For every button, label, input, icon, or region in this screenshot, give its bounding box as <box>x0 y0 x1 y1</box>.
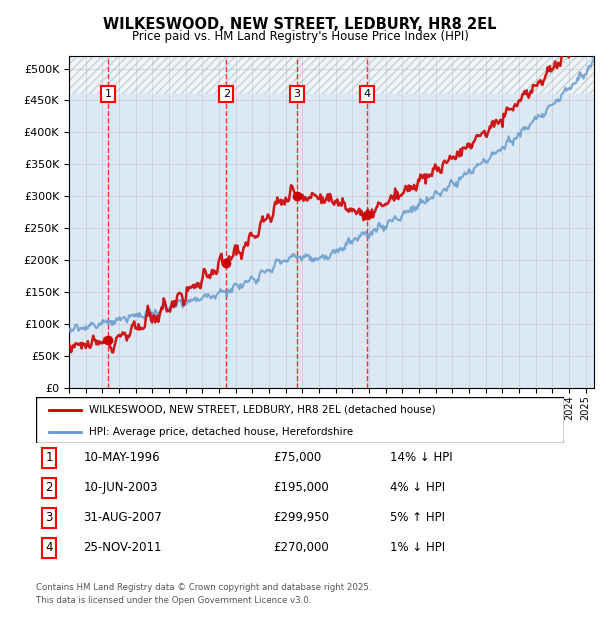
Text: £270,000: £270,000 <box>274 541 329 554</box>
Text: 2: 2 <box>223 89 230 99</box>
Bar <box>69 56 594 94</box>
Text: 4% ↓ HPI: 4% ↓ HPI <box>390 481 445 494</box>
Text: £75,000: £75,000 <box>274 451 322 464</box>
Text: 3: 3 <box>293 89 301 99</box>
Text: 10-JUN-2003: 10-JUN-2003 <box>83 481 158 494</box>
Text: 4: 4 <box>364 89 371 99</box>
Text: Price paid vs. HM Land Registry's House Price Index (HPI): Price paid vs. HM Land Registry's House … <box>131 30 469 43</box>
Text: 4: 4 <box>46 541 53 554</box>
Text: 1: 1 <box>105 89 112 99</box>
Text: 5% ↑ HPI: 5% ↑ HPI <box>390 512 445 525</box>
Text: 10-MAY-1996: 10-MAY-1996 <box>83 451 160 464</box>
Text: WILKESWOOD, NEW STREET, LEDBURY, HR8 2EL (detached house): WILKESWOOD, NEW STREET, LEDBURY, HR8 2EL… <box>89 405 436 415</box>
Text: This data is licensed under the Open Government Licence v3.0.: This data is licensed under the Open Gov… <box>36 596 311 606</box>
Text: 25-NOV-2011: 25-NOV-2011 <box>83 541 162 554</box>
Text: £195,000: £195,000 <box>274 481 329 494</box>
Text: 1: 1 <box>46 451 53 464</box>
Text: 3: 3 <box>46 512 53 525</box>
Text: Contains HM Land Registry data © Crown copyright and database right 2025.: Contains HM Land Registry data © Crown c… <box>36 583 371 592</box>
Text: 31-AUG-2007: 31-AUG-2007 <box>83 512 162 525</box>
Text: HPI: Average price, detached house, Herefordshire: HPI: Average price, detached house, Here… <box>89 427 353 436</box>
Text: 14% ↓ HPI: 14% ↓ HPI <box>390 451 452 464</box>
Text: 1% ↓ HPI: 1% ↓ HPI <box>390 541 445 554</box>
Text: WILKESWOOD, NEW STREET, LEDBURY, HR8 2EL: WILKESWOOD, NEW STREET, LEDBURY, HR8 2EL <box>103 17 497 32</box>
Text: £299,950: £299,950 <box>274 512 329 525</box>
Text: 2: 2 <box>46 481 53 494</box>
FancyBboxPatch shape <box>36 397 564 443</box>
